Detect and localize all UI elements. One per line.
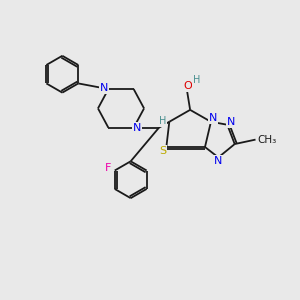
- Text: H: H: [193, 75, 200, 85]
- Text: N: N: [100, 83, 108, 94]
- Text: N: N: [209, 113, 218, 123]
- Text: N: N: [133, 123, 141, 133]
- Text: H: H: [159, 116, 166, 126]
- Text: F: F: [105, 163, 111, 173]
- Text: N: N: [214, 156, 223, 166]
- Text: CH₃: CH₃: [257, 135, 276, 145]
- Text: N: N: [227, 117, 235, 128]
- Text: O: O: [184, 81, 192, 92]
- Text: S: S: [159, 146, 166, 156]
